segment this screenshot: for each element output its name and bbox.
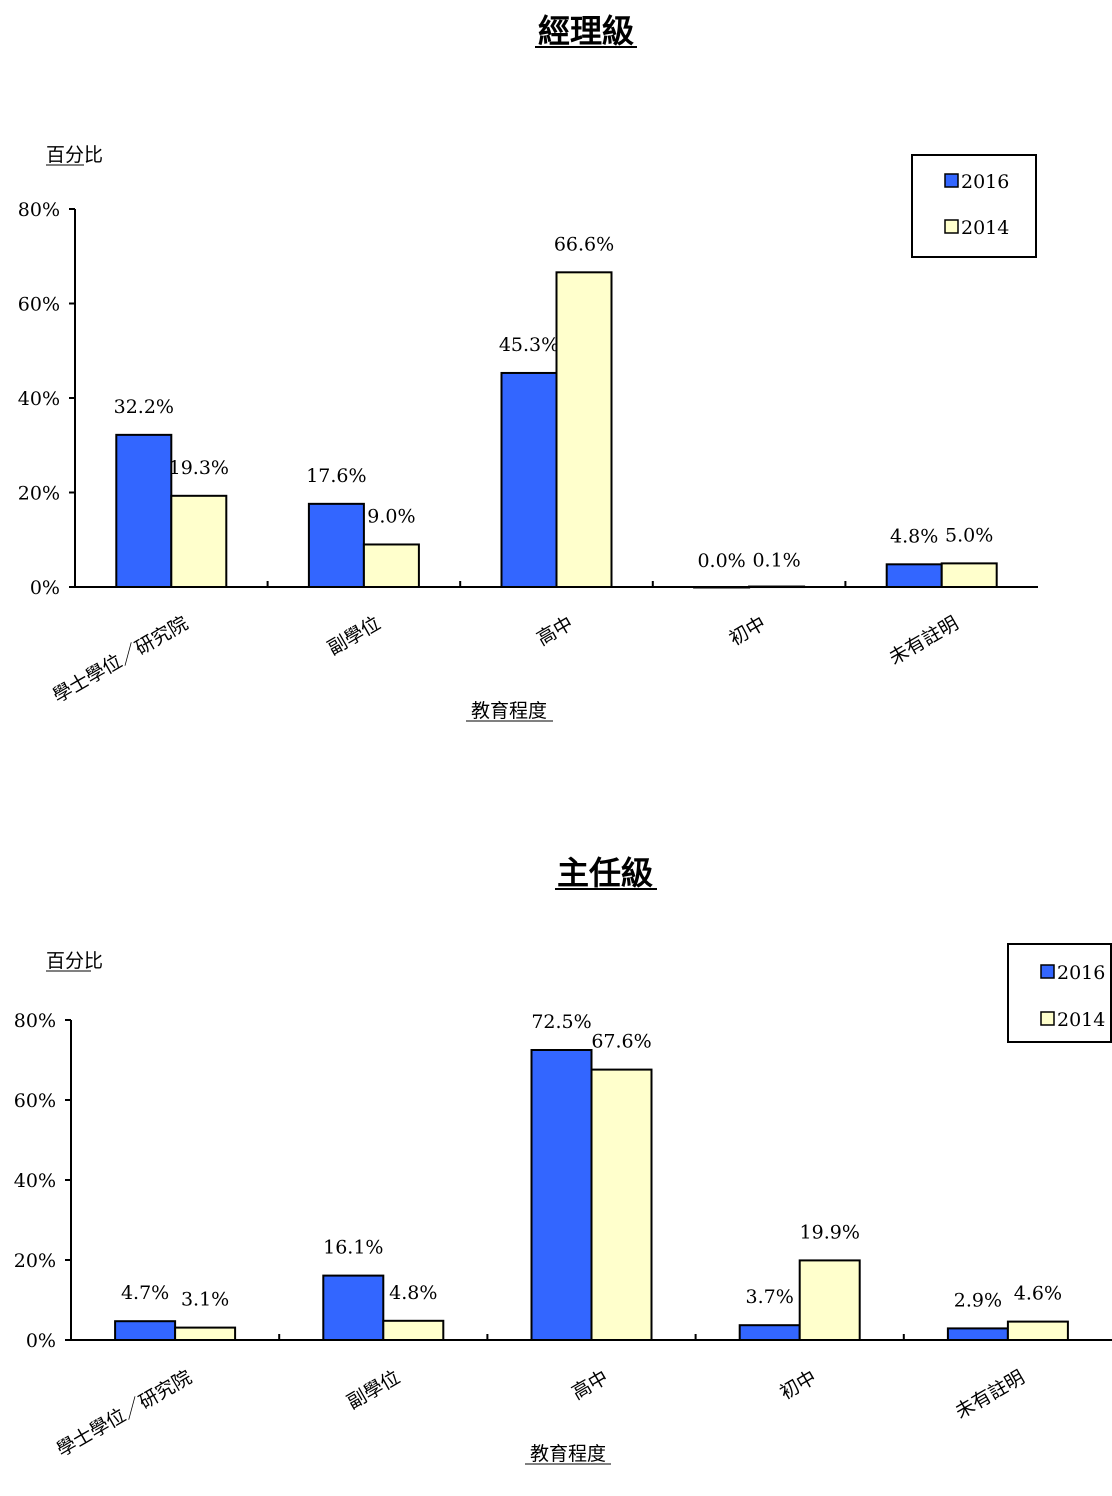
- bar-2016-5: [946, 1327, 1009, 1342]
- legend-swatch-2016: [1040, 964, 1055, 979]
- bar-2014-3: [590, 1068, 653, 1341]
- data-label: 32.2%: [114, 396, 174, 418]
- y-tick-label: 60%: [18, 294, 60, 316]
- legend-label: 2016: [961, 171, 1009, 193]
- bar-2014-1: [174, 1326, 237, 1341]
- legend-swatch-2016: [944, 173, 959, 188]
- legend-label: 2014: [961, 217, 1009, 239]
- bar-2014-5: [940, 562, 998, 588]
- bar-2016-2: [322, 1274, 385, 1341]
- data-label: 45.3%: [499, 334, 559, 356]
- y-tick-label: 0%: [26, 1330, 56, 1352]
- data-label: 4.6%: [1014, 1283, 1062, 1305]
- data-label: 5.0%: [945, 524, 993, 546]
- y-tick-label: 60%: [14, 1090, 56, 1112]
- y-tick-label: 0%: [30, 577, 60, 599]
- data-label: 4.8%: [389, 1282, 437, 1304]
- bar-2014-2: [362, 543, 420, 588]
- x-tick-label: 未有註明: [885, 612, 962, 669]
- data-label: 0.1%: [752, 550, 800, 572]
- legend: 2016 2014: [1007, 943, 1112, 1043]
- bar-2016-4: [693, 586, 751, 589]
- legend-box: [911, 154, 1037, 258]
- data-label: 4.7%: [121, 1282, 169, 1304]
- y-tick-label: 80%: [18, 199, 60, 221]
- bar-2014-4: [798, 1259, 861, 1342]
- data-label: 67.6%: [591, 1031, 651, 1053]
- x-axis-title: 教育程度: [471, 700, 547, 722]
- bar-2016-2: [307, 502, 365, 588]
- y-tick-label: 40%: [14, 1170, 56, 1192]
- chart-title: 經理級: [538, 12, 634, 50]
- y-tick-label: 80%: [14, 1010, 56, 1032]
- x-tick-label: 未有註明: [952, 1366, 1029, 1423]
- data-label: 3.1%: [181, 1289, 229, 1311]
- x-tick-label: 初中: [726, 612, 770, 650]
- y-axis-label: 百分比: [46, 144, 103, 166]
- y-axis-label: 百分比: [46, 950, 103, 972]
- bar-2016-1: [114, 1320, 177, 1341]
- y-tick-label: 40%: [18, 388, 60, 410]
- chart-title: 主任級: [557, 854, 653, 892]
- x-tick-label: 學士學位／研究院: [53, 1366, 196, 1461]
- bar-2014-3: [555, 271, 613, 588]
- data-label: 16.1%: [323, 1237, 383, 1259]
- bar-2016-5: [885, 563, 943, 589]
- legend-label: 2014: [1057, 1009, 1105, 1031]
- data-label: 9.0%: [367, 505, 415, 527]
- y-tick-label: 20%: [18, 483, 60, 505]
- x-tick-label: 學士學位／研究院: [49, 612, 192, 707]
- data-label: 4.8%: [890, 525, 938, 547]
- legend-box: [1007, 943, 1112, 1043]
- data-label: 17.6%: [306, 465, 366, 487]
- bar-2016-1: [115, 433, 173, 589]
- data-label: 3.7%: [746, 1286, 794, 1308]
- data-label: 72.5%: [531, 1011, 591, 1033]
- x-tick-label: 高中: [568, 1366, 612, 1404]
- bar-2014-2: [382, 1319, 445, 1342]
- x-tick-label: 初中: [776, 1366, 820, 1404]
- data-label: 2.9%: [954, 1289, 1002, 1311]
- bar-2014-1: [170, 494, 228, 588]
- data-label: 66.6%: [554, 233, 614, 255]
- legend: 2016 2014: [911, 154, 1037, 258]
- data-label: 19.3%: [169, 457, 229, 479]
- x-tick-label: 副學位: [324, 612, 384, 660]
- bar-2016-3: [530, 1049, 593, 1341]
- x-axis-title: 教育程度: [530, 1443, 606, 1465]
- bar-2014-4: [748, 585, 806, 589]
- bar-2016-4: [738, 1324, 801, 1341]
- legend-swatch-2014: [1040, 1011, 1055, 1026]
- legend-swatch-2014: [944, 219, 959, 234]
- bar-2016-3: [500, 371, 558, 588]
- x-tick-label: 高中: [533, 612, 577, 650]
- legend-label: 2016: [1057, 962, 1105, 984]
- x-tick-label: 副學位: [343, 1366, 403, 1414]
- data-label: 19.9%: [800, 1221, 860, 1243]
- y-tick-label: 20%: [14, 1250, 56, 1272]
- data-label: 0.0%: [697, 550, 745, 572]
- bar-2014-5: [1006, 1320, 1069, 1341]
